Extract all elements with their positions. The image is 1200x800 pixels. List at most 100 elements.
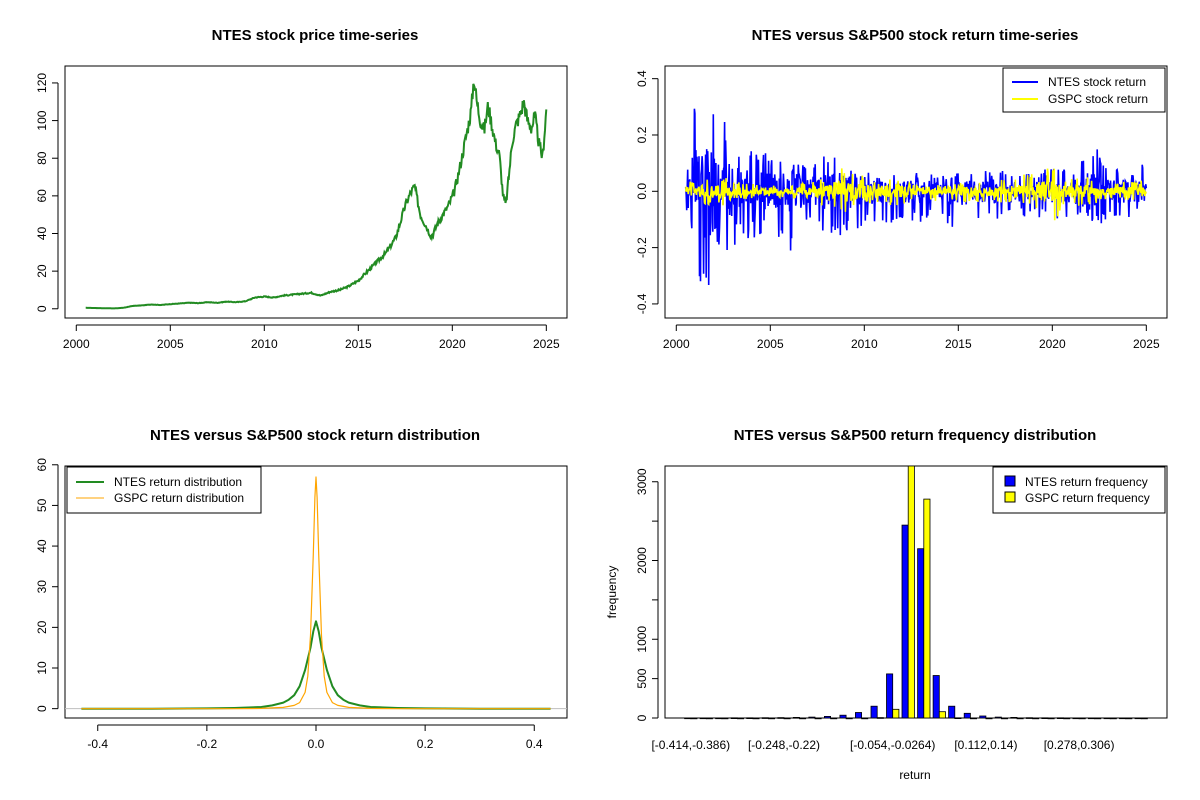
gspc-frequency-bar bbox=[1032, 717, 1040, 720]
gspc-frequency-bar bbox=[705, 717, 713, 720]
gspc-frequency-bar bbox=[861, 717, 869, 720]
x-tick-label: [-0.414,-0.386) bbox=[651, 738, 730, 752]
gspc-frequency-bar bbox=[1001, 717, 1009, 720]
y-tick-label: 500 bbox=[635, 668, 649, 688]
gspc-frequency-bar bbox=[1078, 717, 1086, 720]
return-density-title: NTES versus S&P500 stock return distribu… bbox=[150, 427, 480, 444]
legend-label-ntes: NTES stock return bbox=[1048, 75, 1146, 89]
frequency-histogram-frame bbox=[664, 465, 1168, 719]
return-density-legend: NTES return distribution GSPC return dis… bbox=[66, 466, 262, 514]
x-tick-label: [0.278,0.306) bbox=[1044, 738, 1115, 752]
gspc-frequency-bar bbox=[845, 717, 853, 720]
ntes-frequency-bar bbox=[808, 716, 816, 719]
gspc-frequency-bar bbox=[1094, 717, 1102, 720]
x-tick-label: -0.2 bbox=[197, 737, 218, 751]
frequency-histogram-marks bbox=[684, 465, 1148, 720]
y-tick-label: 0.2 bbox=[635, 126, 649, 143]
frequency-histogram-panel: NTES versus S&P500 return frequency dist… bbox=[605, 427, 1168, 782]
y-tick-label: 40 bbox=[35, 227, 49, 241]
return-timeseries-marks bbox=[684, 108, 1148, 286]
return-density-x-axis: -0.4 -0.2 0.0 0.2 0.4 bbox=[87, 724, 543, 751]
gspc-frequency-bar bbox=[1063, 717, 1071, 720]
legend-label-gspc: GSPC return frequency bbox=[1025, 491, 1150, 505]
frequency-histogram-legend: NTES return frequency GSPC return freque… bbox=[992, 466, 1166, 514]
price-chart-frame bbox=[64, 65, 568, 319]
return-timeseries-x-axis: 2000 2005 2010 2015 2020 2025 bbox=[663, 324, 1160, 351]
x-tick-label: [0.112,0.14) bbox=[954, 738, 1017, 752]
ntes-frequency-bar bbox=[1072, 717, 1080, 720]
legend-swatch-ntes bbox=[1004, 475, 1016, 487]
x-tick-label: 0.0 bbox=[308, 737, 325, 751]
gspc-frequency-bar bbox=[985, 717, 993, 720]
y-tick-label: 0 bbox=[35, 705, 49, 712]
y-tick-label: 60 bbox=[35, 458, 49, 472]
legend-box bbox=[1002, 67, 1166, 113]
frequency-histogram-x-axis: [-0.414,-0.386) [-0.248,-0.22) [-0.054,-0.… bbox=[651, 738, 1114, 752]
gspc-return-series-line bbox=[684, 168, 1148, 221]
y-tick-label: 20 bbox=[35, 620, 49, 634]
gspc-frequency-bar bbox=[737, 717, 745, 720]
price-chart-marks bbox=[85, 83, 548, 310]
gspc-frequency-bar bbox=[892, 708, 900, 719]
x-tick-label: 2025 bbox=[533, 337, 560, 351]
ntes-frequency-bar bbox=[1041, 717, 1049, 719]
price-series-line bbox=[85, 83, 548, 310]
ntes-frequency-bar bbox=[901, 524, 909, 719]
ntes-frequency-bar bbox=[699, 717, 707, 720]
ntes-frequency-bar bbox=[855, 712, 863, 719]
y-tick-label: 0 bbox=[635, 714, 649, 721]
return-density-frame bbox=[64, 465, 568, 719]
gspc-frequency-bar bbox=[923, 498, 931, 719]
ntes-frequency-bar bbox=[730, 717, 738, 719]
x-tick-label: 0.4 bbox=[526, 737, 543, 751]
ntes-frequency-bar bbox=[1134, 717, 1142, 720]
x-tick-label: 0.2 bbox=[417, 737, 434, 751]
x-tick-label: [-0.054,-0.0264) bbox=[850, 738, 935, 752]
ntes-frequency-bar bbox=[886, 673, 894, 719]
return-density-panel: NTES versus S&P500 stock return distribu… bbox=[35, 427, 568, 751]
ntes-density-curve bbox=[81, 620, 551, 710]
x-tick-label: [-0.248,-0.22) bbox=[748, 738, 820, 752]
gspc-frequency-bar bbox=[1140, 717, 1148, 720]
ntes-frequency-bar bbox=[1025, 717, 1033, 719]
ntes-frequency-bar bbox=[684, 717, 692, 720]
gspc-frequency-bar bbox=[954, 717, 962, 719]
y-tick-label: 80 bbox=[35, 151, 49, 165]
x-tick-label: 2005 bbox=[757, 337, 784, 351]
return-timeseries-title: NTES versus S&P500 stock return time-ser… bbox=[752, 27, 1079, 44]
ntes-frequency-bar bbox=[963, 712, 971, 719]
x-tick-label: 2000 bbox=[63, 337, 90, 351]
ntes-frequency-bar bbox=[761, 717, 769, 719]
return-timeseries-panel: NTES versus S&P500 stock return time-ser… bbox=[635, 27, 1168, 351]
x-tick-label: 2015 bbox=[345, 337, 372, 351]
gspc-frequency-bar bbox=[970, 717, 978, 720]
x-tick-label: 2000 bbox=[663, 337, 690, 351]
gspc-frequency-bar bbox=[1016, 717, 1024, 720]
ntes-frequency-bar bbox=[948, 705, 956, 719]
x-tick-label: 2005 bbox=[157, 337, 184, 351]
x-tick-label: 2020 bbox=[439, 337, 466, 351]
legend-label-ntes: NTES return frequency bbox=[1025, 475, 1148, 489]
y-axis-label: frequency bbox=[605, 566, 619, 619]
ntes-frequency-bar bbox=[715, 717, 723, 720]
y-tick-label: 40 bbox=[35, 539, 49, 553]
x-tick-label: 2025 bbox=[1133, 337, 1160, 351]
ntes-frequency-bar bbox=[746, 717, 754, 719]
y-tick-label: 30 bbox=[35, 580, 49, 594]
gspc-frequency-bar bbox=[1047, 717, 1055, 720]
frequency-histogram-y-axis: 0 500 1000 2000 3000 bbox=[635, 468, 659, 721]
x-axis-label: return bbox=[899, 768, 930, 782]
gspc-frequency-bar bbox=[814, 717, 822, 720]
x-tick-label: 2015 bbox=[945, 337, 972, 351]
legend-label-gspc: GSPC stock return bbox=[1048, 92, 1148, 106]
ntes-frequency-bar bbox=[1057, 717, 1065, 719]
gspc-frequency-bar bbox=[1109, 717, 1117, 720]
y-tick-label: 0 bbox=[35, 305, 49, 312]
price-chart-title: NTES stock price time-series bbox=[212, 27, 419, 44]
ntes-frequency-bar bbox=[870, 705, 878, 719]
y-tick-label: 60 bbox=[35, 189, 49, 203]
gspc-frequency-bar bbox=[799, 717, 807, 720]
y-tick-label: 100 bbox=[35, 110, 49, 130]
frequency-histogram-title: NTES versus S&P500 return frequency dist… bbox=[734, 427, 1097, 444]
